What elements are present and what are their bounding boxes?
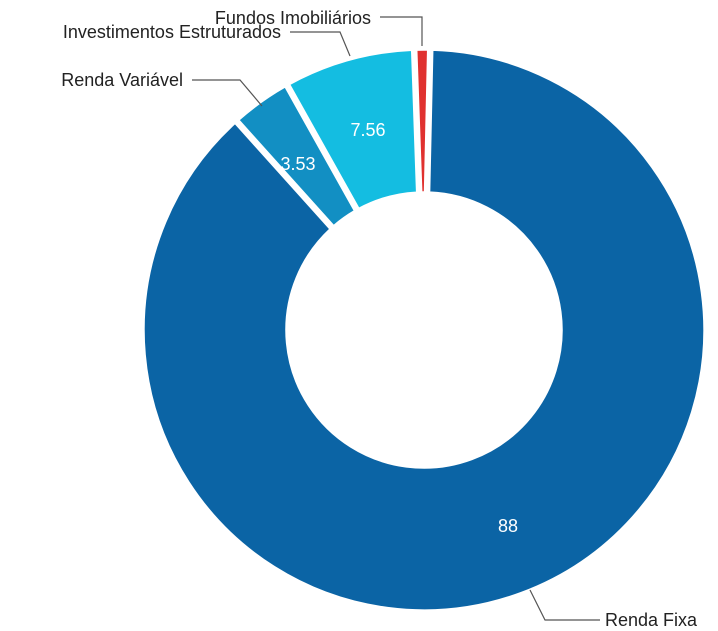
category-label: Fundos Imobiliários — [215, 8, 371, 28]
leader-line — [192, 79, 263, 107]
slice-value-label: 7.56 — [350, 120, 385, 140]
chart-slices — [143, 49, 705, 611]
chart-leader-lines — [192, 16, 600, 621]
chart-value-labels: 88 3.53 7.56 — [280, 120, 518, 536]
slice-fundos-imobiliarios[interactable] — [415, 49, 429, 193]
category-label: Renda Variável — [61, 70, 183, 90]
slice-investimentos-estruturados[interactable] — [288, 49, 418, 210]
leader-line — [529, 589, 600, 621]
slice-renda-fixa[interactable] — [143, 49, 705, 611]
slice-renda-variavel[interactable] — [238, 86, 356, 227]
chart-category-labels: Fundos Imobiliários Renda Fixa Renda Variá… — [61, 8, 698, 630]
slice-value-label: 3.53 — [280, 154, 315, 174]
leader-line — [380, 16, 423, 46]
category-label: Investimentos Estruturados — [63, 22, 281, 42]
slice-value-label: 88 — [498, 516, 518, 536]
category-label: Renda Fixa — [605, 610, 698, 630]
leader-line — [290, 31, 351, 57]
